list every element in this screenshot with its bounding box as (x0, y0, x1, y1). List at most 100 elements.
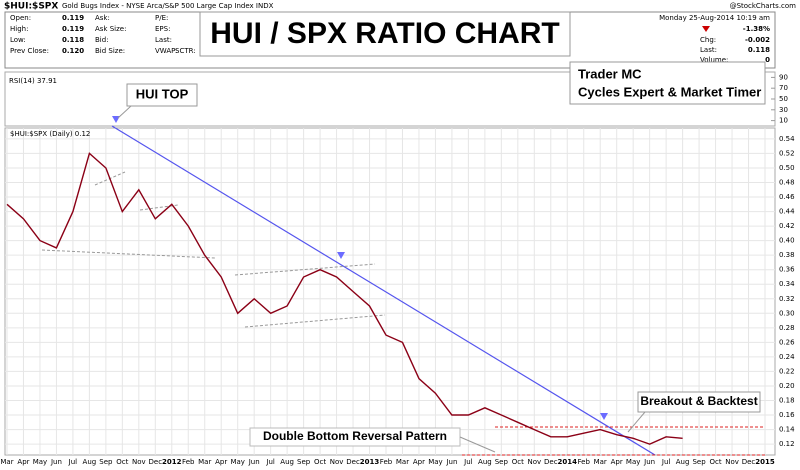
author-box (569, 61, 766, 105)
rsi-tick-label: 70 (779, 84, 788, 92)
chg-label: Chg: (700, 36, 716, 44)
annotation-box (126, 83, 198, 107)
quote-label: Ask Size: (95, 25, 126, 33)
quote-label: Bid: (95, 36, 109, 44)
annotation: Breakout & Backtest (640, 394, 757, 408)
chg: -0.002 (745, 36, 770, 44)
price-line (6, 152, 683, 445)
x-tick-label: Feb (578, 458, 591, 466)
quote-table: Open: 0.119 High: 0.119 Low: 0.118 Prev Close:… (10, 14, 196, 55)
rsi-tick-label: 50 (779, 95, 788, 103)
series (6, 152, 683, 445)
double-bottom-lines (462, 426, 765, 456)
y-tick-label: 0.44 (779, 208, 795, 216)
quote-label: Low: (10, 36, 26, 44)
x-tick-label: Jul (661, 458, 671, 466)
x-tick-label: Sep (99, 458, 113, 466)
x-tick-label: Sep (692, 458, 706, 466)
author-line: Cycles Expert & Market Timer (578, 84, 761, 99)
x-tick-label: Jun (50, 458, 62, 466)
trend-line (111, 125, 656, 456)
quote-label: Open: (10, 14, 31, 22)
x-tick-label: Nov (330, 458, 344, 466)
annotation: HUI TOP (136, 86, 189, 101)
x-tick-label: May (230, 458, 244, 466)
y-tick-label: 0.34 (779, 280, 795, 288)
quote-label: EPS: (155, 25, 170, 33)
y-tick-label: 0.14 (779, 426, 795, 434)
callout (627, 411, 646, 433)
x-tick-label: Mar (0, 458, 13, 466)
y-tick-label: 0.46 (779, 193, 795, 201)
quote-value: 0.119 (62, 14, 84, 22)
down-arrow (702, 26, 710, 32)
x-tick-label: Dec (544, 458, 558, 466)
banner: HUI / SPX RATIO CHART (210, 17, 559, 50)
y-tick-label: 0.20 (779, 382, 795, 390)
date: Monday 25-Aug-2014 10:19 am (659, 14, 770, 22)
x-tick-label: 2014 (558, 458, 578, 466)
quote-label: P/E: (155, 14, 168, 22)
rsi-tick-label: 90 (779, 73, 788, 81)
x-tick-label: Dec (346, 458, 360, 466)
x-tick-label: Sep (297, 458, 311, 466)
y-tick-label: 0.52 (779, 149, 795, 157)
x-tick-label: Mar (198, 458, 211, 466)
y-tick-label: 0.48 (779, 179, 795, 187)
rsi-label: RSI(14) 37.91 (9, 77, 57, 85)
callout (117, 105, 132, 119)
annotation: Double Bottom Reversal Pattern (263, 429, 447, 443)
rsi-tick-label: 10 (779, 117, 788, 125)
x-tick-label: Mar (594, 458, 607, 466)
y-tick-label: 0.18 (779, 397, 795, 405)
quote-label: VWAP: (155, 47, 178, 55)
y-tick-label: 0.38 (779, 251, 795, 259)
callout (459, 436, 496, 453)
quote-label: High: (10, 25, 28, 33)
x-tick-label: 2015 (755, 458, 775, 466)
banner-box (199, 11, 571, 57)
y-tick-label: 0.22 (779, 367, 795, 375)
x-tick-label: Nov (132, 458, 146, 466)
x-tick-label: Dec (149, 458, 163, 466)
y-tick-label: 0.30 (779, 309, 795, 317)
x-tick-label: Jun (445, 458, 457, 466)
x-tick-label: Jun (643, 458, 655, 466)
x-tick-label: 2012 (162, 458, 182, 466)
x-tick-label: Nov (725, 458, 739, 466)
source: @StockCharts.com (730, 2, 797, 10)
last: 0.118 (748, 46, 770, 54)
y-tick-label: 0.54 (779, 135, 795, 143)
volume-label: Volume: (700, 56, 728, 64)
quote-value: 0.120 (62, 47, 84, 55)
x-tick-label: Mar (396, 458, 409, 466)
symbol: $HUI:$SPX (4, 2, 58, 12)
annotation-box (637, 391, 761, 413)
x-tick-label: Oct (314, 458, 326, 466)
quote-label: Last: (155, 36, 172, 44)
x-tick-label: Sep (495, 458, 509, 466)
x-tick-label: Apr (17, 458, 29, 466)
x-tick-label: Nov (527, 458, 541, 466)
y-tick-label: 0.24 (779, 353, 795, 361)
quote-value: 0.118 (62, 36, 84, 44)
x-tick-label: Apr (215, 458, 227, 466)
x-tick-label: Aug (478, 458, 492, 466)
x-tick-label: Jul (463, 458, 473, 466)
quote-label: Bid Size: (95, 47, 125, 55)
x-tick-label: Oct (116, 458, 128, 466)
x-tick-label: Jul (68, 458, 78, 466)
y-tick-label: 0.42 (779, 222, 795, 230)
x-tick-label: May (33, 458, 47, 466)
description: Gold Bugs Index - NYSE Arca/S&P 500 Larg… (62, 2, 274, 10)
change-pct: -1.38% (743, 25, 770, 33)
x-tick-label: Aug (83, 458, 97, 466)
x-tick-label: Dec (742, 458, 756, 466)
x-tick-label: Apr (413, 458, 425, 466)
x-tick-label: Jul (265, 458, 275, 466)
y-tick-label: 0.32 (779, 295, 795, 303)
quote-label: Prev Close: (10, 47, 49, 55)
quote-label: SCTR: (175, 47, 196, 55)
y-tick-label: 0.12 (779, 440, 795, 448)
